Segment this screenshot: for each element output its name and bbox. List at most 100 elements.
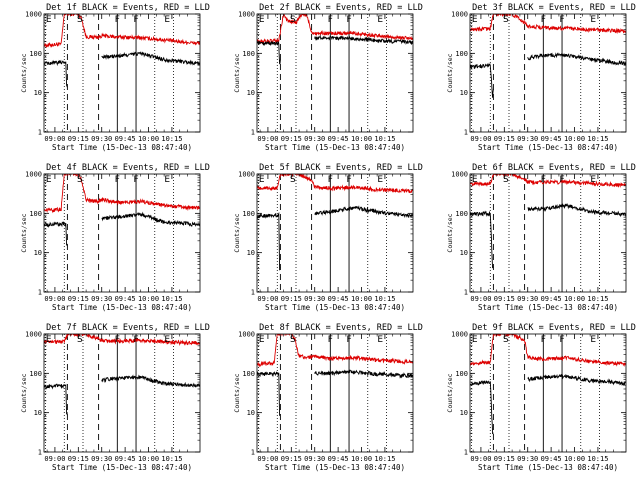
lld-series-line	[470, 334, 626, 367]
x-tick-label: 10:15	[161, 455, 182, 463]
data-series-group	[257, 14, 413, 65]
x-tick-label: 09:45	[328, 295, 349, 303]
y-tick-label: 10	[34, 89, 42, 97]
y-tick-label: 1	[251, 289, 255, 297]
x-axis-label: Start Time (15-Dec-13 08:47:40)	[265, 463, 405, 472]
x-tick-label: 09:15	[494, 295, 515, 303]
x-tick-label: 10:15	[374, 295, 395, 303]
marker-letter-f: F	[541, 175, 546, 185]
x-tick-label: 09:15	[68, 455, 89, 463]
marker-letter-e: E	[590, 15, 596, 25]
panel-svg: Det 9f BLACK = Events, RED = LLD 1 10 100 10…	[446, 323, 636, 472]
x-tick-label: 09:00	[44, 295, 65, 303]
y-tick-label: 1	[251, 129, 255, 137]
x-tick-label: 10:00	[351, 295, 372, 303]
marker-letter-e: E	[259, 15, 265, 25]
lld-series-line	[257, 334, 413, 368]
x-tick-label: 09:15	[281, 295, 302, 303]
marker-letter-f: F	[115, 335, 120, 345]
y-tick-label: 100	[242, 50, 255, 58]
y-tick-label: 1	[38, 289, 42, 297]
panel-svg: Det 1f BLACK = Events, RED = LLD 1 10 100 10…	[20, 3, 210, 152]
x-tick-label: 09:30	[91, 455, 112, 463]
y-tick-label: 1	[464, 449, 468, 457]
detector-panel-8: Det 8f BLACK = Events, RED = LLD 1 10 100 10…	[213, 320, 426, 480]
detector-panel-4: Det 4f BLACK = Events, RED = LLD 1 10 100 10…	[0, 160, 213, 320]
marker-letter-e: E	[46, 175, 52, 185]
marker-letter-s: S	[503, 335, 509, 345]
marker-letter-f: F	[133, 175, 138, 185]
detector-panel-6: Det 6f BLACK = Events, RED = LLD 1 10 100 10…	[426, 160, 639, 320]
y-tick-label: 1	[464, 289, 468, 297]
data-series-group	[257, 174, 413, 271]
y-tick-label: 10	[247, 409, 255, 417]
plot-frame	[256, 173, 414, 293]
marker-letter-f: F	[133, 335, 138, 345]
detector-panel-1: Det 1f BLACK = Events, RED = LLD 1 10 100 10…	[0, 0, 213, 160]
x-tick-label: 10:00	[564, 295, 585, 303]
marker-letter-s: S	[290, 175, 296, 185]
x-tick-label: 09:45	[115, 455, 136, 463]
y-tick-label: 1	[38, 449, 42, 457]
x-tick-label: 09:00	[257, 455, 278, 463]
x-tick-label: 09:00	[470, 135, 491, 143]
x-tick-label: 09:30	[91, 135, 112, 143]
data-series-group	[44, 174, 200, 246]
y-tick-label: 10	[247, 89, 255, 97]
x-tick-label: 10:15	[587, 295, 608, 303]
marker-letter-e: E	[259, 175, 265, 185]
y-tick-label: 1000	[25, 331, 42, 339]
x-tick-label: 10:00	[351, 455, 372, 463]
marker-letter-f: F	[346, 15, 351, 25]
events-series-line	[44, 51, 200, 88]
y-tick-label: 1000	[238, 11, 255, 19]
y-tick-label: 1000	[451, 171, 468, 179]
x-tick-label: 09:45	[328, 455, 349, 463]
panel-title: Det 7f BLACK = Events, RED = LLD	[46, 323, 210, 333]
marker-letter-f: F	[559, 335, 564, 345]
plot-frame	[469, 13, 627, 133]
y-tick-label: 10	[34, 409, 42, 417]
data-series-group	[44, 14, 200, 88]
plot-frame	[469, 333, 627, 453]
y-tick-label: 10	[34, 249, 42, 257]
x-tick-label: 10:15	[161, 135, 182, 143]
plot-frame	[256, 333, 414, 453]
marker-letter-f: F	[115, 175, 120, 185]
marker-letter-s: S	[503, 175, 509, 185]
x-axis-label: Start Time (15-Dec-13 08:47:40)	[52, 303, 192, 312]
x-tick-label: 09:15	[494, 135, 515, 143]
marker-letter-e: E	[164, 335, 170, 345]
panel-svg: Det 3f BLACK = Events, RED = LLD 1 10 100 10…	[446, 3, 636, 152]
y-tick-label: 100	[455, 210, 468, 218]
lld-series-line	[44, 14, 200, 49]
detector-panel-9: Det 9f BLACK = Events, RED = LLD 1 10 100 10…	[426, 320, 639, 480]
x-tick-label: 09:15	[281, 455, 302, 463]
x-axis-label: Start Time (15-Dec-13 08:47:40)	[52, 143, 192, 152]
panel-svg: Det 8f BLACK = Events, RED = LLD 1 10 100 10…	[233, 323, 423, 472]
y-tick-label: 1000	[451, 11, 468, 19]
y-axis-label: Counts/sec	[233, 53, 241, 92]
marker-letter-f: F	[328, 15, 333, 25]
plot-frame	[43, 333, 201, 453]
x-tick-label: 09:00	[470, 455, 491, 463]
panel-svg: Det 6f BLACK = Events, RED = LLD 1 10 100 10…	[446, 163, 636, 312]
x-tick-label: 09:45	[328, 135, 349, 143]
lld-series-line	[470, 174, 626, 188]
events-series-line	[257, 34, 413, 65]
x-axis-label: Start Time (15-Dec-13 08:47:40)	[265, 303, 405, 312]
x-tick-label: 09:30	[517, 295, 538, 303]
events-series-line	[470, 202, 626, 269]
x-tick-label: 09:15	[68, 135, 89, 143]
x-tick-label: 10:00	[138, 295, 159, 303]
y-axis-label: Counts/sec	[20, 213, 28, 252]
x-tick-label: 09:30	[517, 135, 538, 143]
y-tick-label: 100	[29, 50, 42, 58]
x-tick-label: 10:00	[564, 455, 585, 463]
marker-letter-f: F	[346, 175, 351, 185]
plot-frame	[256, 13, 414, 133]
marker-letter-s: S	[77, 15, 83, 25]
x-axis-label: Start Time (15-Dec-13 08:47:40)	[52, 463, 192, 472]
marker-letter-e: E	[590, 335, 596, 345]
data-series-group	[470, 334, 626, 435]
